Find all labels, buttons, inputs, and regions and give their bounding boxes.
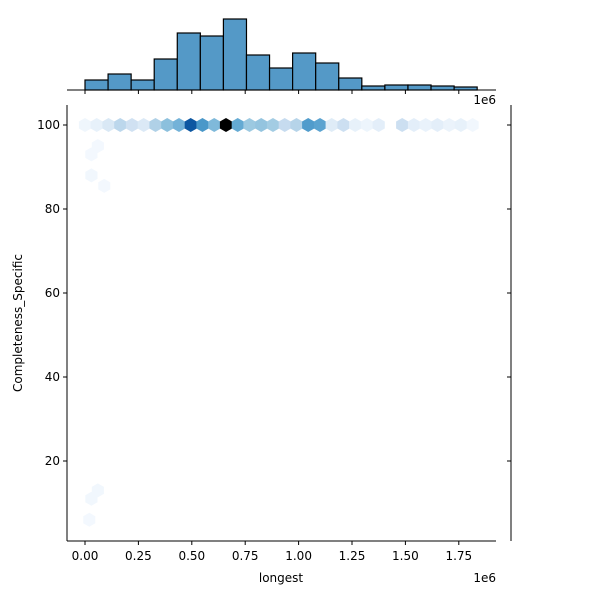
hexbin-cell <box>325 118 338 132</box>
y-tick-label: 40 <box>45 370 60 384</box>
hexbin-cell <box>349 118 362 132</box>
y-tick-label: 100 <box>37 118 60 132</box>
hexbin-cell <box>137 118 150 132</box>
x-tick-label: 1.25 <box>339 549 366 563</box>
hexbin-cell <box>196 118 209 132</box>
x-tick-label: 1.75 <box>445 549 472 563</box>
histogram-bar <box>268 67 294 91</box>
hexbin-cell <box>337 118 350 132</box>
hexbin-cell <box>114 118 127 132</box>
hexbin-cell <box>125 118 139 132</box>
x-tick-label: 0.50 <box>178 549 205 563</box>
hexbin-cell <box>149 118 162 132</box>
histogram-bar <box>407 84 432 91</box>
histogram-bar <box>361 85 386 91</box>
histogram-bar <box>153 58 178 91</box>
hexbin-cell <box>419 118 432 132</box>
hexbin-cell <box>102 118 115 132</box>
histogram-bar <box>107 73 132 91</box>
hexbin-cell <box>184 118 197 132</box>
histogram-bar <box>199 35 225 91</box>
y-axis-ticks: 20 40 60 80 100 <box>37 118 67 468</box>
histogram-bar <box>84 79 109 91</box>
hexbin-cell <box>231 118 244 132</box>
hexbin-cell <box>208 118 221 132</box>
histogram-bar <box>222 18 248 91</box>
y-axis-label: Completeness_Specific <box>11 254 25 392</box>
x-tick-label: 0.25 <box>125 549 152 563</box>
hexbin-cell <box>98 178 111 193</box>
hexbin-layer <box>78 118 479 527</box>
y-tick-label: 20 <box>45 454 60 468</box>
x-tick-label: 0.00 <box>72 549 99 563</box>
hexbin-cell <box>91 483 104 498</box>
histogram-bar <box>176 32 201 91</box>
top-histogram-ticks <box>84 90 460 94</box>
hexbin-cell <box>83 512 96 527</box>
hexbin-cell <box>302 118 315 132</box>
hexbin-cell <box>266 118 279 132</box>
hexbin-cell <box>290 118 303 132</box>
hexbin-cell <box>454 118 467 132</box>
hexbin-cell <box>360 118 373 132</box>
hexbin-cell <box>466 118 479 132</box>
x-tick-label: 0.75 <box>232 549 259 563</box>
hexbin-cell <box>443 118 456 132</box>
x-tick-label: 1.00 <box>285 549 312 563</box>
top-offset-text: 1e6 <box>473 93 496 107</box>
histogram-bar <box>430 85 455 91</box>
hexbin-cell <box>278 118 291 132</box>
y-tick-label: 60 <box>45 286 60 300</box>
hexbin-cell <box>431 118 444 132</box>
hexbin-cell <box>85 168 98 183</box>
histogram-bar <box>292 52 317 91</box>
hexbin-cell <box>161 118 174 132</box>
hexbin-cell <box>219 118 232 132</box>
top-marginal-histogram <box>84 18 478 91</box>
hexbin-cell <box>396 118 409 132</box>
y-tick-label: 80 <box>45 202 60 216</box>
histogram-bar <box>130 79 155 91</box>
histogram-bar <box>315 62 340 91</box>
x-axis-label: longest <box>259 571 304 585</box>
histogram-bar <box>338 77 363 91</box>
hexbin-cell <box>91 139 104 153</box>
hexbin-cell <box>255 118 268 132</box>
hexbin-cell <box>407 118 420 132</box>
x-axis-ticks: 0.00 0.25 0.50 0.75 1.00 1.25 1.50 1.75 <box>72 541 472 563</box>
hexbin-cell <box>90 118 103 132</box>
hexbin-cell <box>172 118 185 132</box>
right-histogram-ticks <box>507 124 511 462</box>
x-offset-text: 1e6 <box>473 571 496 585</box>
hexbin-cell <box>372 118 385 132</box>
x-tick-label: 1.50 <box>392 549 419 563</box>
histogram-bar <box>245 54 271 91</box>
hexbin-cell <box>243 118 256 132</box>
hexbin-cell <box>78 118 92 132</box>
histogram-bar <box>384 84 409 91</box>
hexbin-cell <box>313 118 326 132</box>
